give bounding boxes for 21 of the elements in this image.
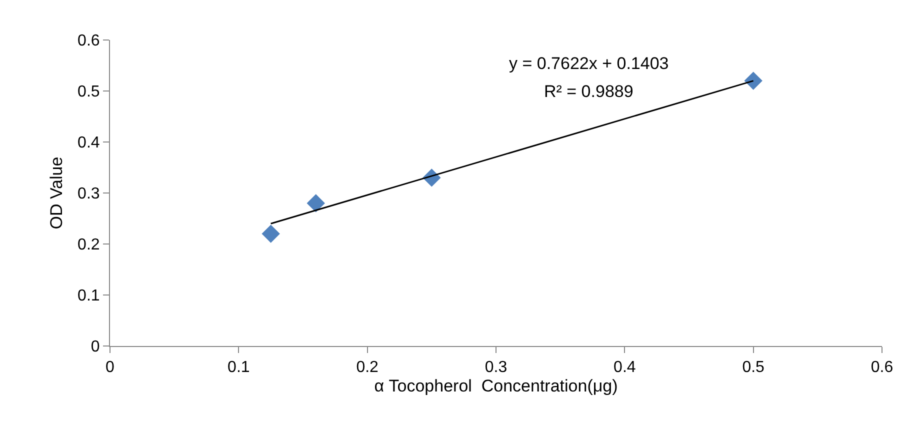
x-tick-label: 0.4 (614, 359, 636, 376)
y-tick-label: 0.4 (78, 134, 100, 152)
annotation: y = 0.7622x + 0.1403 (509, 54, 669, 73)
annotation: R² = 0.9889 (544, 82, 634, 101)
y-tick-label: 0.5 (78, 84, 100, 101)
x-axis-title: α Tocopherol Concentration(μg) (374, 376, 618, 396)
x-tick-label: 0.6 (870, 359, 894, 376)
y-tick-label: 0.2 (78, 236, 100, 254)
y-tick-label: 0.1 (78, 288, 100, 305)
y-tick-label: 0.6 (78, 32, 100, 50)
x-tick-label: 0.1 (228, 359, 250, 376)
y-tick-label: 0 (90, 338, 100, 356)
x-tick-label: 0.5 (742, 359, 765, 376)
x-tick-label: 0.2 (356, 359, 379, 376)
point (744, 72, 762, 90)
y-axis-title: OD Value (47, 156, 66, 230)
point (306, 194, 325, 212)
x-tick-label: 0 (106, 359, 115, 376)
y-tick-label: 0.3 (78, 186, 100, 203)
x-tick-label: 0.3 (484, 359, 508, 376)
point (262, 224, 280, 243)
